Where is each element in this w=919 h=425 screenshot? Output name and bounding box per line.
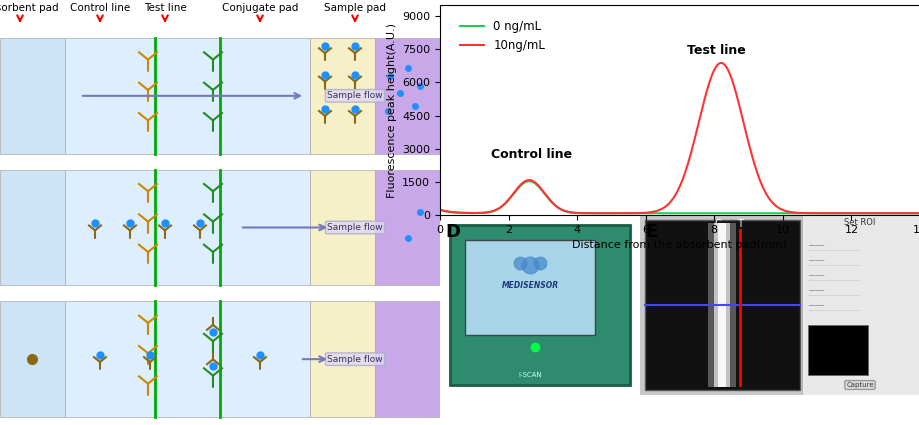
Text: Control line: Control line [70,3,130,13]
0 ng/mL [629,211,640,216]
Bar [375,38,439,153]
0 ng/mL [764,211,775,216]
Text: Sample flow: Sample flow [327,91,382,100]
Bar [310,38,375,153]
10ng/mL [817,211,828,216]
Bar [375,170,439,285]
Text: Control line: Control line [491,147,572,161]
Text: ─────: ───── [807,304,823,309]
0 ng/mL [646,211,657,216]
Bar [0,38,65,153]
Line: 0 ng/mL: 0 ng/mL [439,181,919,213]
X-axis label: Distance from the absorbent pad(mm): Distance from the absorbent pad(mm) [572,240,787,250]
Text: MEDISENSOR: MEDISENSOR [501,280,558,289]
Text: Anti-: Anti- [875,10,898,20]
Bar [310,170,375,285]
Text: ─────: ───── [807,259,823,264]
10ng/mL [715,60,726,65]
0 ng/mL [523,178,534,184]
Text: Sample flow: Sample flow [327,223,382,232]
Bar [65,38,310,153]
Text: Anti-16B5: Anti-16B5 [775,10,823,20]
Bar [449,225,630,385]
Text: Test line: Test line [143,3,187,13]
Text: Set ROI: Set ROI [844,218,875,227]
Text: T: T [736,219,743,229]
10ng/mL [809,211,820,216]
Bar [717,223,725,387]
0 ng/mL [913,211,919,216]
Bar [801,215,919,395]
Bar [708,223,735,387]
Bar [375,301,439,417]
Text: Human PCT: Human PCT [453,10,511,20]
10ng/mL [645,210,656,215]
Text: Capture: Capture [845,382,873,388]
0 ng/mL [817,211,828,216]
Text: Conjugate pad: Conjugate pad [221,3,298,13]
Bar [65,170,310,285]
10ng/mL [764,197,775,202]
Text: ─────: ───── [807,274,823,279]
Text: ─────: ───── [807,244,823,249]
Text: E: E [644,223,656,241]
Text: ─────: ───── [807,289,823,294]
Text: CM-EU-MJ03: CM-EU-MJ03 [665,10,724,20]
0 ng/mL [434,207,445,212]
Bar [0,170,65,285]
0 ng/mL [821,211,832,216]
Bar [65,301,310,417]
Legend: 0 ng/mL, 10ng/mL: 0 ng/mL, 10ng/mL [455,15,550,57]
10ng/mL [483,210,494,215]
10ng/mL [913,211,919,216]
0 ng/mL [809,211,820,216]
Text: Test line: Test line [686,44,744,57]
Text: Sample pad: Sample pad [323,3,386,13]
Bar [644,220,800,390]
Line: 10ng/mL: 10ng/mL [439,63,919,213]
Text: D: D [445,223,460,241]
Bar [464,240,595,335]
Text: I-SCAN: I-SCAN [517,372,541,378]
Bar [0,301,65,417]
Bar [310,301,375,417]
Text: Absorbent pad: Absorbent pad [0,3,58,13]
Bar [713,223,729,387]
10ng/mL [434,207,445,212]
Y-axis label: Fluorescence peak height(A.U.): Fluorescence peak height(A.U.) [386,23,396,198]
Text: C: C [714,219,720,229]
10ng/mL [628,211,639,216]
Text: F: F [377,0,391,1]
Text: Sample flow: Sample flow [327,355,382,364]
0 ng/mL [483,210,494,215]
Bar [807,325,867,375]
Text: CM-EU-RIgG: CM-EU-RIgG [561,10,619,20]
